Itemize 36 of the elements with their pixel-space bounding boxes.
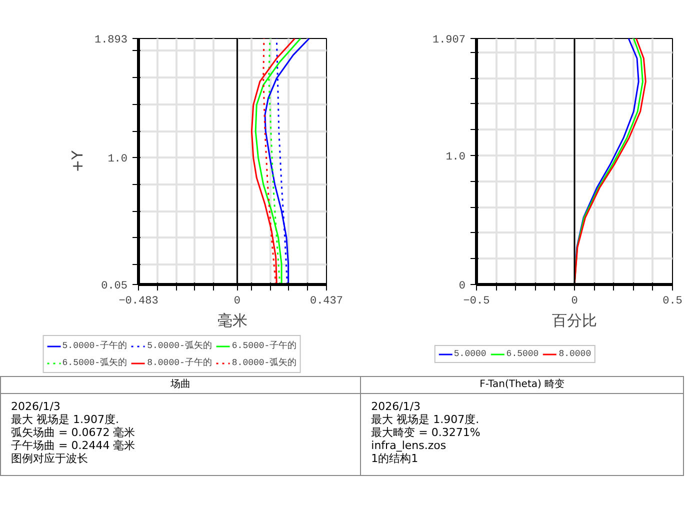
x-tick-label: 0.5	[662, 296, 682, 308]
y-tick-label: 1.0	[108, 154, 128, 166]
text: 最大 视场是 1.907度.	[11, 413, 120, 426]
legend-label: 8.0000	[558, 349, 592, 359]
x-axis-title: 百分比	[552, 312, 597, 330]
legend-label: 5.0000	[454, 349, 486, 359]
y-tick-label: 1.893	[94, 34, 128, 46]
legend-label: 5.0000-弧矢的	[147, 340, 212, 352]
legend-label: 6.5000	[506, 349, 539, 359]
legend-label: 8.0000-弧矢的	[232, 356, 297, 369]
text: 弧矢场曲 = 0.0672 毫米	[11, 426, 136, 440]
text: infra_lens.zos	[371, 439, 448, 452]
text: 2026/1/3	[371, 400, 422, 414]
legend-label: 8.0000-子午的	[147, 356, 212, 369]
text: 场曲	[0, 376, 361, 394]
legend-label: 5.0000-子午的	[62, 340, 128, 352]
legend-label: 6.5000-弧矢的	[62, 356, 128, 369]
x-tick-label: −0.5	[463, 296, 490, 308]
x-axis-title: 毫米	[218, 312, 248, 330]
text: F-Tan(Theta) 畸变	[360, 376, 684, 394]
y-tick-label: 0.05	[101, 280, 128, 292]
x-tick-label: 0	[234, 296, 241, 308]
x-tick-label: 0	[571, 296, 578, 308]
y-axis-title: +Y	[68, 150, 86, 172]
y-tick-label: 1.0	[446, 152, 466, 164]
text: 子午场曲 = 0.2444 毫米	[11, 439, 136, 452]
text: 1的结构1	[371, 452, 420, 466]
y-tick-label: 0	[458, 280, 466, 292]
text: 最大 视场是 1.907度.	[371, 413, 480, 426]
text: 最大畸变 = 0.3271%	[371, 426, 482, 440]
x-tick-label: −0.483	[118, 296, 158, 308]
text: 图例对应于波长	[11, 452, 89, 466]
legend-label: 6.5000-子午的	[232, 340, 297, 352]
y-tick-label: 1.907	[432, 34, 466, 46]
text: 2026/1/3	[11, 400, 62, 414]
x-tick-label: 0.437	[310, 296, 344, 308]
